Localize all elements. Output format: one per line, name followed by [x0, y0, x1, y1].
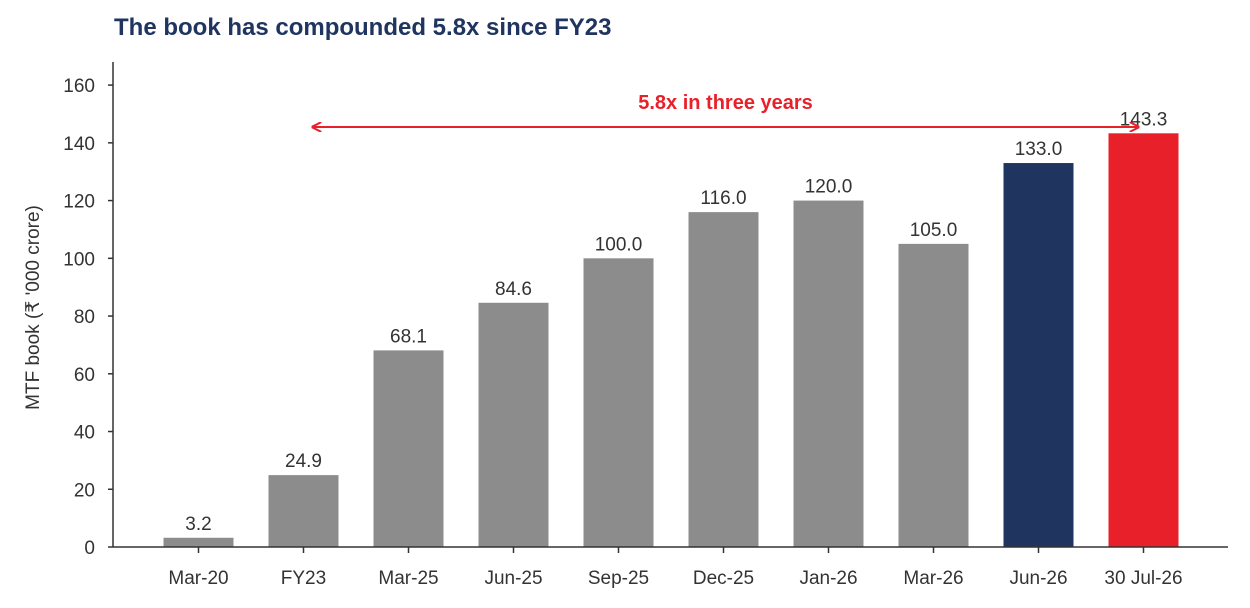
y-tick-label-5: 100: [63, 249, 95, 270]
bar-6: [793, 200, 864, 548]
chart-title: The book has compounded 5.8x since FY23: [114, 14, 612, 41]
data-label-2: 68.1: [390, 326, 427, 347]
x-tick-label-6: Jan-26: [799, 568, 857, 589]
bar-5: [688, 212, 759, 547]
x-tick-label-7: Mar-26: [903, 568, 963, 589]
data-label-4: 100.0: [595, 234, 643, 255]
data-label-8: 133.0: [1015, 139, 1063, 160]
bar-3: [478, 302, 549, 547]
bar-7: [898, 243, 969, 547]
data-label-5: 116.0: [700, 188, 746, 209]
bar-4: [583, 258, 654, 547]
y-tick-label-1: 20: [74, 480, 95, 501]
x-tick-label-8: Jun-26: [1009, 568, 1067, 589]
x-tick-label-9: 30 Jul-26: [1104, 568, 1182, 589]
x-tick-label-5: Dec-25: [693, 568, 754, 589]
y-tick-label-7: 140: [63, 134, 95, 155]
data-label-7: 105.0: [910, 220, 958, 241]
annotation-text: 5.8x in three years: [638, 92, 813, 114]
bar-8: [1003, 163, 1074, 547]
y-tick-label-3: 60: [74, 365, 95, 386]
y-tick-label-2: 40: [74, 423, 95, 444]
data-label-0: 3.2: [185, 514, 211, 535]
bar-0: [163, 537, 234, 547]
data-label-6: 120.0: [805, 177, 853, 198]
y-tick-label-6: 120: [63, 192, 95, 213]
y-tick-label-8: 160: [63, 76, 95, 97]
bar-1: [268, 475, 339, 547]
x-tick-label-0: Mar-20: [168, 568, 228, 589]
y-tick-label-4: 80: [74, 307, 95, 328]
data-label-1: 24.9: [285, 451, 322, 472]
x-tick-label-4: Sep-25: [588, 568, 649, 589]
x-tick-label-2: Mar-25: [378, 568, 438, 589]
y-axis-title: MTF book (₹ '000 crore): [23, 205, 44, 410]
bar-9: [1108, 133, 1179, 547]
bar-2: [373, 350, 444, 547]
y-tick-label-0: 0: [84, 538, 95, 559]
x-tick-label-1: FY23: [281, 568, 326, 589]
data-label-3: 84.6: [495, 279, 532, 300]
x-tick-label-3: Jun-25: [484, 568, 542, 589]
